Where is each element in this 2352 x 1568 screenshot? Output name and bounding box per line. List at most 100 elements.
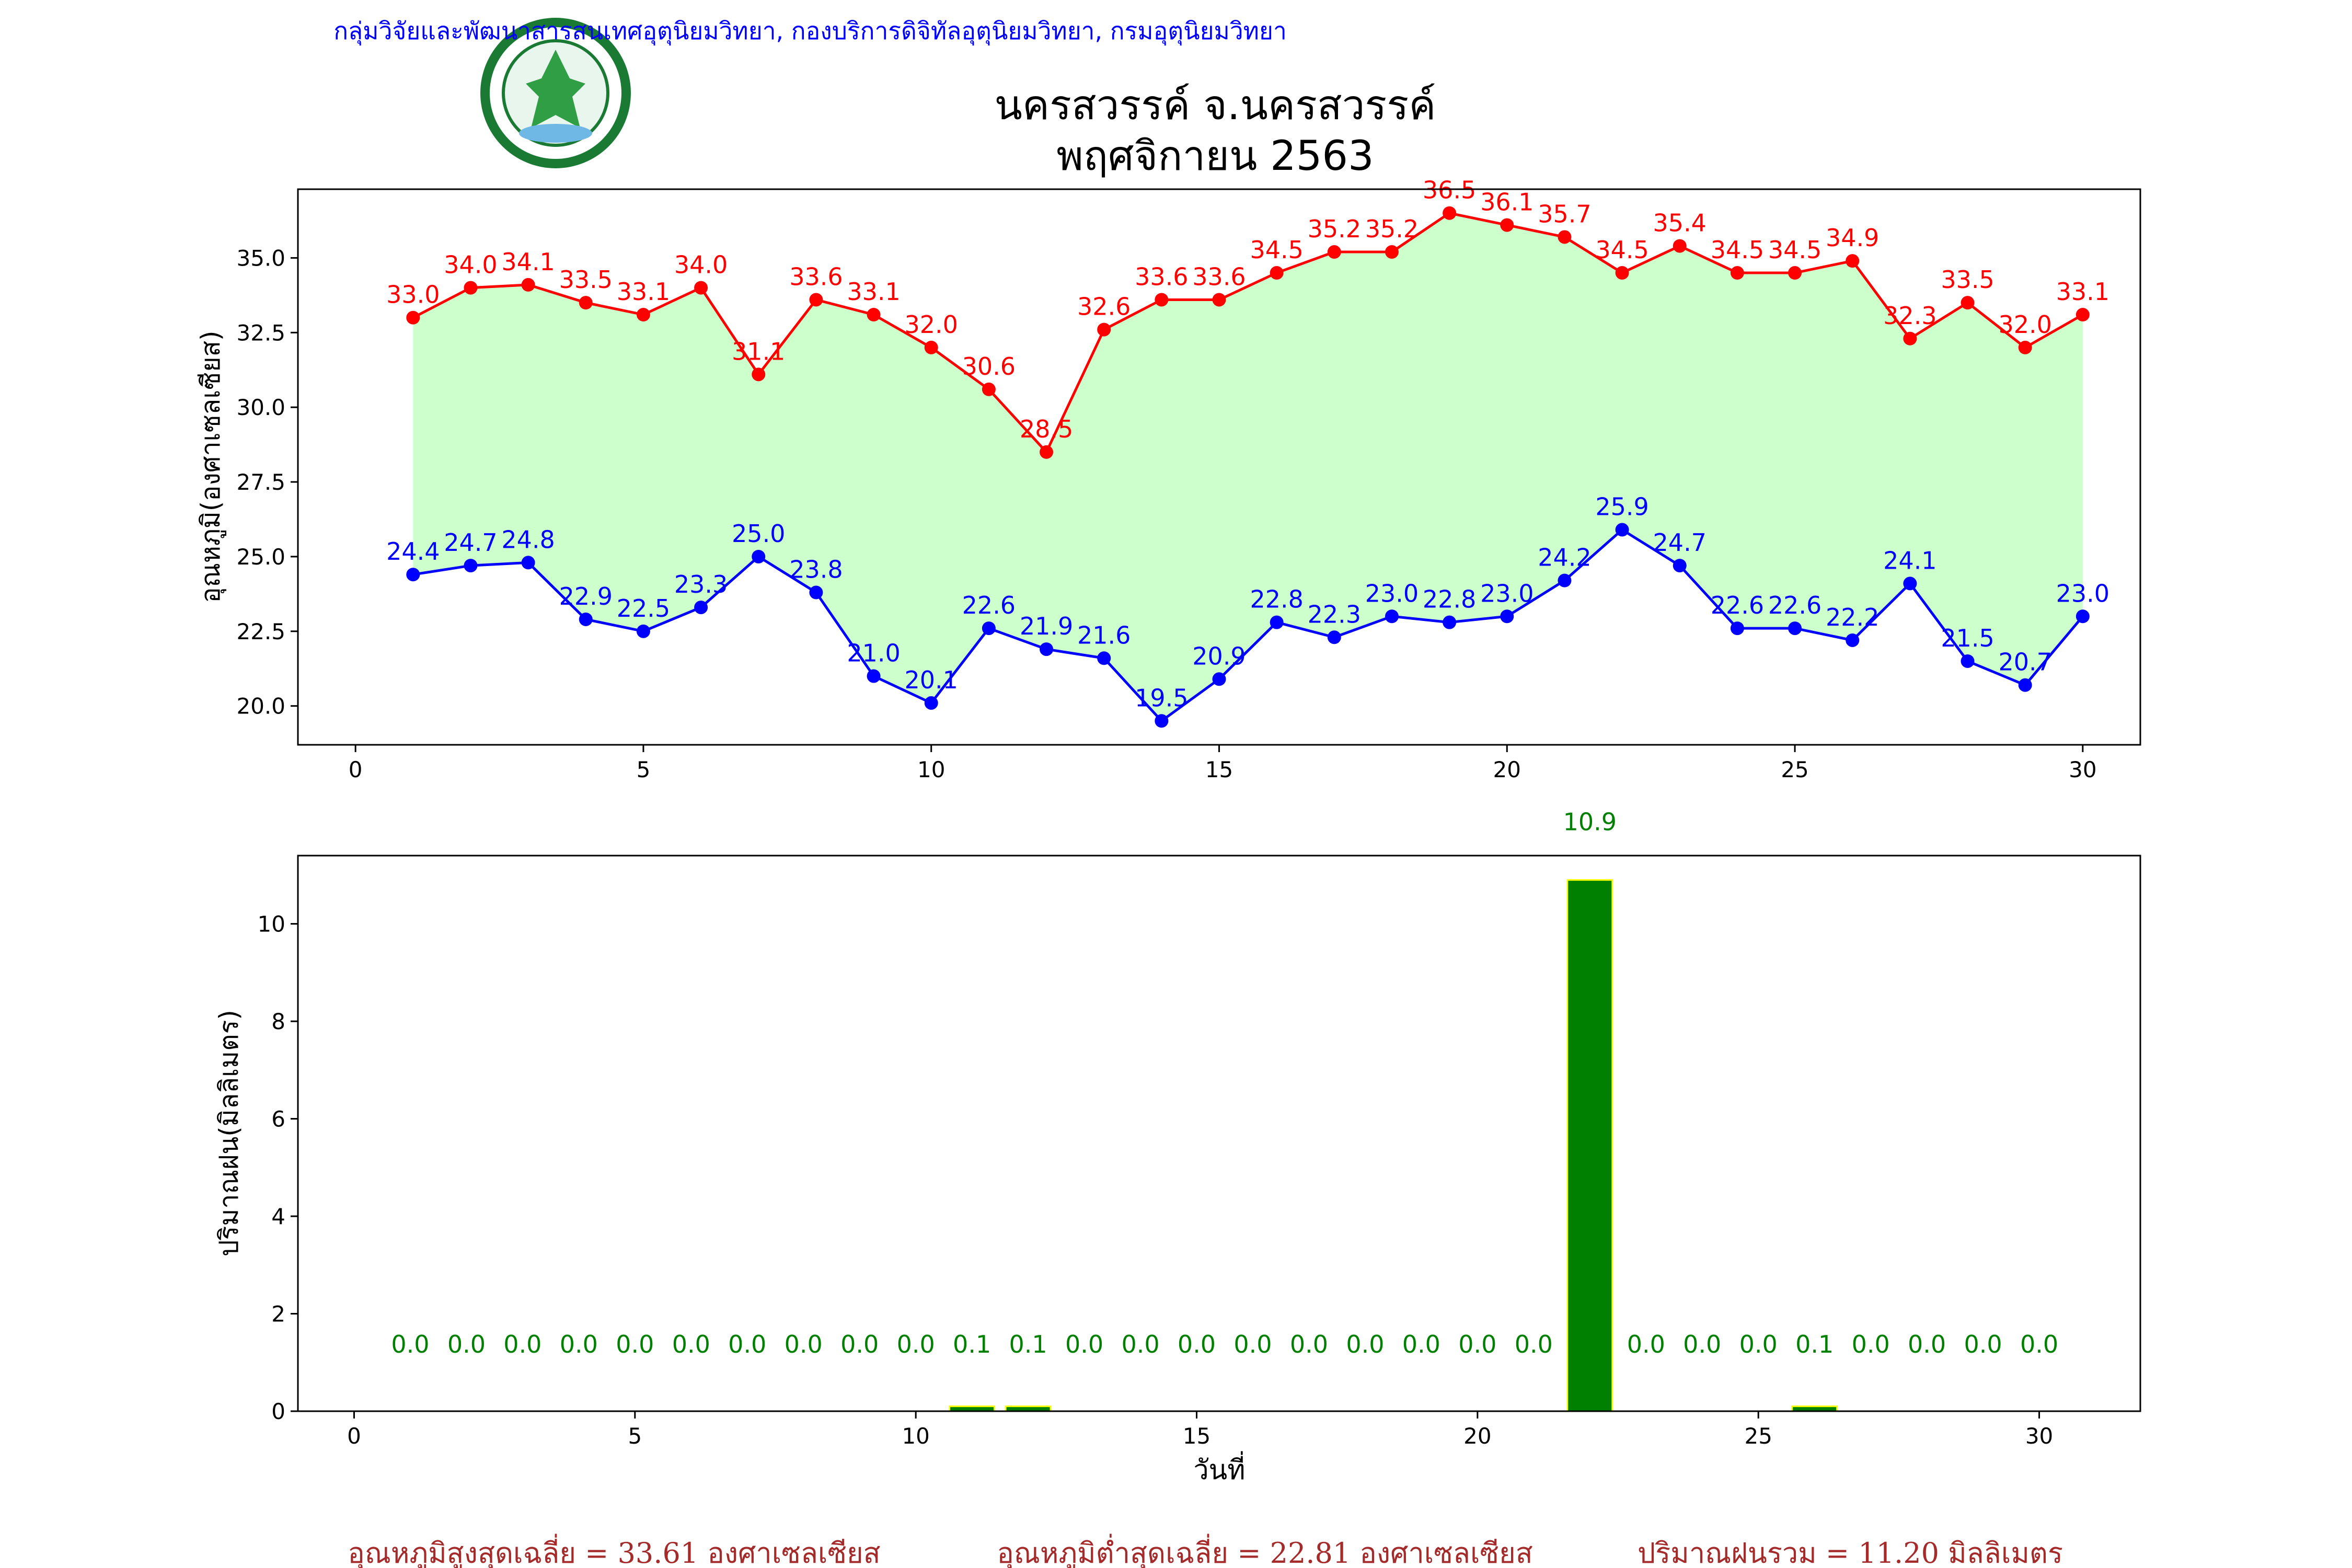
min-temperature-point xyxy=(1155,714,1169,728)
max-temperature-point xyxy=(982,382,996,396)
min-temperature-point xyxy=(1097,651,1111,665)
rain-bar-label: 0.0 xyxy=(1852,1330,1890,1358)
max-temperature-label: 32.3 xyxy=(1883,302,1936,330)
temp-y-tick-label: 22.5 xyxy=(236,619,285,644)
max-temperature-point xyxy=(521,278,535,292)
min-temperature-label: 21.5 xyxy=(1941,624,1994,652)
max-temperature-label: 34.0 xyxy=(444,251,497,279)
min-temperature-label: 24.1 xyxy=(1883,546,1936,574)
max-temperature-label: 32.0 xyxy=(905,310,958,339)
temp-x-tick-label: 20 xyxy=(1493,757,1521,782)
max-temperature-point xyxy=(1500,218,1514,232)
min-temperature-point xyxy=(521,556,535,570)
max-temperature-point xyxy=(1040,445,1054,459)
rain-bar-label: 0.0 xyxy=(1683,1330,1721,1358)
min-temperature-line xyxy=(412,528,2084,723)
min-temperature-point xyxy=(1788,621,1802,636)
rain-bar-label: 0.0 xyxy=(1458,1330,1496,1358)
min-temperature-label: 22.5 xyxy=(617,594,670,622)
min-temperature-point xyxy=(1903,577,1917,591)
temp-x-tick-label: 15 xyxy=(1205,757,1233,782)
rain-x-tick-label: 20 xyxy=(1463,1423,1491,1449)
min-temperature-label: 20.9 xyxy=(1192,642,1246,670)
rain-bar-label: 0.1 xyxy=(1009,1330,1047,1358)
max-temperature-point xyxy=(1212,293,1226,307)
max-temperature-label: 33.1 xyxy=(847,278,900,306)
min-temperature-point xyxy=(1615,523,1629,537)
min-temperature-point xyxy=(694,601,708,615)
temp-x-tick-label: 10 xyxy=(917,757,945,782)
min-temperature-label: 20.7 xyxy=(1998,648,2051,676)
max-temperature-label: 36.5 xyxy=(1423,176,1476,204)
rain-bar-label: 0.0 xyxy=(1233,1330,1272,1358)
max-temperature-point xyxy=(1673,239,1687,253)
max-temperature-label: 30.6 xyxy=(962,352,1016,381)
rain-bar-label: 0.0 xyxy=(1908,1330,1946,1358)
temp-x-tick-label: 5 xyxy=(637,757,651,782)
max-temperature-point xyxy=(1615,266,1629,280)
max-temperature-point xyxy=(579,296,593,310)
min-temperature-point xyxy=(982,621,996,636)
rain-bar-label: 0.0 xyxy=(1178,1330,1216,1358)
rain-bar-label: 0.0 xyxy=(503,1330,541,1358)
max-temperature-label: 34.5 xyxy=(1250,236,1303,264)
max-temperature-point xyxy=(1558,230,1572,244)
chart-title-month: พฤศจิกายน 2563 xyxy=(1056,133,1374,180)
temp-y-tick-label: 27.5 xyxy=(236,469,285,495)
rain-x-tick-label: 15 xyxy=(1183,1423,1210,1449)
rain-x-tick-label: 30 xyxy=(2025,1423,2053,1449)
temp-y-tick-label: 20.0 xyxy=(236,694,285,719)
temperature-band-fill xyxy=(413,213,2083,721)
max-temperature-label: 32.0 xyxy=(1998,310,2051,339)
min-temperature-label: 24.7 xyxy=(1653,528,1707,557)
temp-y-tick-label: 25.0 xyxy=(236,544,285,570)
rain-bar-label: 0.0 xyxy=(1964,1330,2002,1358)
max-temperature-point xyxy=(1846,254,1860,268)
temperature-chart: 0 5 10 15 20 25 30 20.0 22.5 25.0 27.5 30.0 32.5 35.0… xyxy=(195,176,2141,782)
rain-y-tick-label: 2 xyxy=(271,1301,285,1327)
rain-bar-label: 0.0 xyxy=(897,1330,935,1358)
rain-bar-label: 0.0 xyxy=(1515,1330,1553,1358)
min-temperature-point xyxy=(1212,672,1226,686)
rain-bar-label: 0.0 xyxy=(1065,1330,1103,1358)
rain-y-tick-label: 8 xyxy=(271,1009,285,1034)
rain-bar-label: 0.0 xyxy=(391,1330,429,1358)
max-temperature-label: 34.0 xyxy=(674,251,728,279)
temperature-range-band xyxy=(413,213,2083,721)
max-temperature-label: 34.5 xyxy=(1595,236,1648,264)
max-temperature-label: 35.7 xyxy=(1538,200,1591,228)
min-temperature-point xyxy=(1558,573,1572,587)
min-temperature-label: 22.8 xyxy=(1423,585,1476,614)
min-temperature-label: 22.2 xyxy=(1826,603,1879,631)
max-temperature-label: 33.1 xyxy=(2056,278,2109,306)
meteorological-department-logo xyxy=(480,18,631,168)
rain-x-tick-label: 10 xyxy=(902,1423,929,1449)
max-temperature-line xyxy=(412,212,2084,455)
max-temperature-point xyxy=(694,281,708,295)
min-temperature-label: 23.0 xyxy=(2056,579,2109,607)
max-temperature-label: 33.5 xyxy=(559,266,613,294)
rain-bar-label: 0.0 xyxy=(2020,1330,2058,1358)
min-temperature-point xyxy=(1040,642,1054,656)
min-temperature-label: 25.0 xyxy=(732,520,785,548)
min-temperature-label: 24.4 xyxy=(386,537,440,566)
min-temperature-label: 22.6 xyxy=(962,591,1016,619)
rain-y-axis-label: ปริมาณฝน(มิลลิเมตร) xyxy=(214,1010,244,1256)
min-temperature-label: 20.1 xyxy=(905,666,958,694)
rain-bar-label: 0.0 xyxy=(1627,1330,1665,1358)
max-temperature-point xyxy=(1961,296,1975,310)
min-temperature-label: 25.9 xyxy=(1595,493,1648,521)
temp-y-tick-label: 30.0 xyxy=(236,395,285,420)
total-rainfall: ปริมาณฝนรวม = 11.20 มิลลิเมตร xyxy=(1638,1537,2063,1568)
chart-title-station: นครสวรรค์ จ.นครสวรรค์ xyxy=(995,82,1436,129)
max-temperature-label: 36.1 xyxy=(1480,188,1534,216)
temperature-y-axis-label: อุณหภูมิ(องศาเซลเซียส) xyxy=(195,330,226,603)
min-temperature-point xyxy=(1500,609,1514,624)
min-temperature-point xyxy=(1327,630,1341,644)
min-temperature-point xyxy=(1385,609,1399,624)
max-temperature-label: 34.5 xyxy=(1768,236,1821,264)
max-temperature-point xyxy=(1788,266,1802,280)
temp-x-tick-label: 0 xyxy=(349,757,363,782)
rain-bar-label: 0.0 xyxy=(672,1330,710,1358)
max-temperature-label: 33.6 xyxy=(1135,262,1188,291)
